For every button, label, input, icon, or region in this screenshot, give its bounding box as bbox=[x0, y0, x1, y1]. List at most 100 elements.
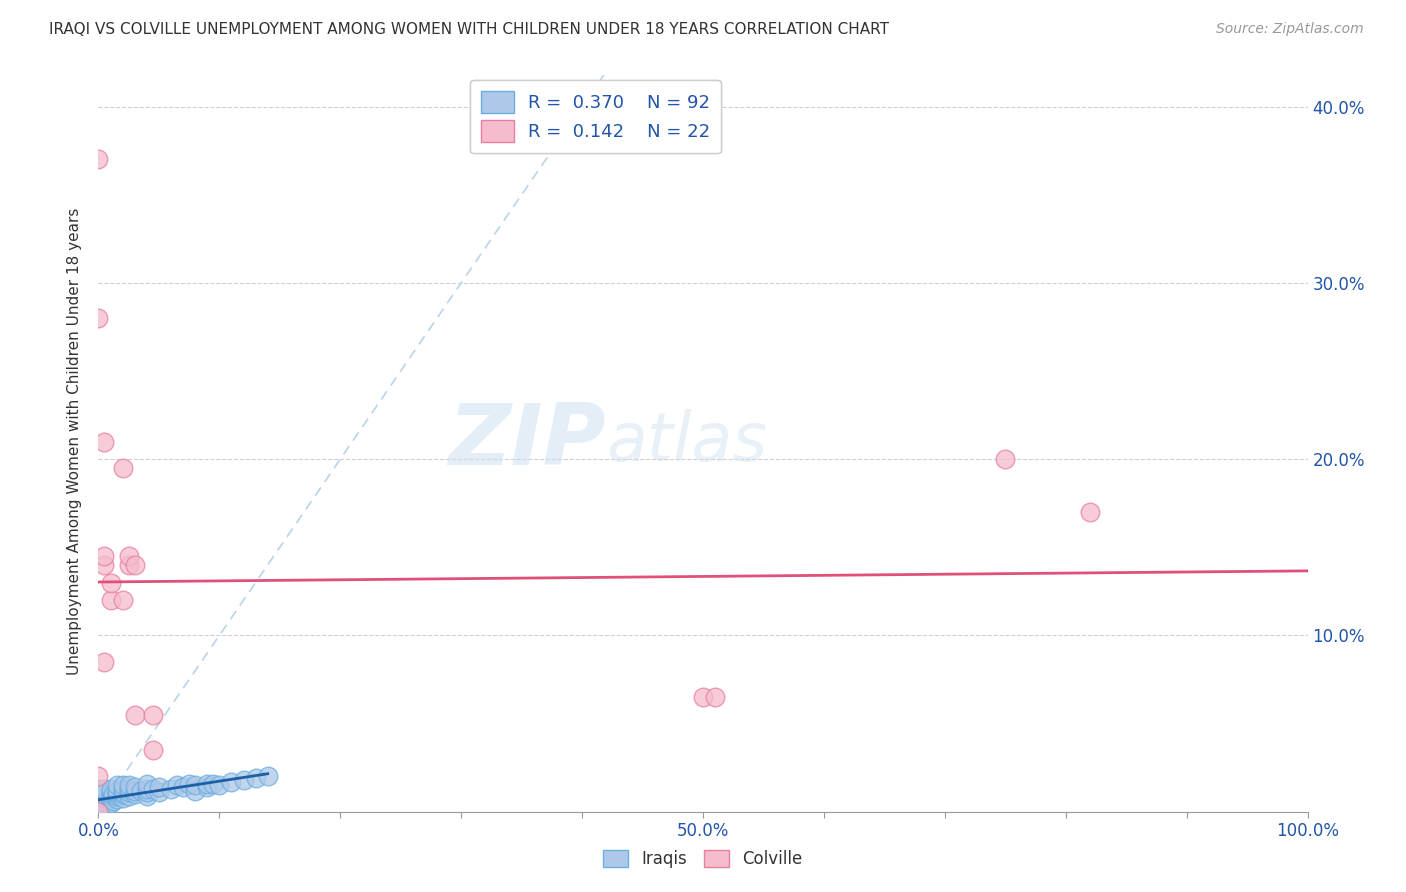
Point bbox=[87, 796, 110, 810]
Point bbox=[142, 743, 165, 757]
Point bbox=[87, 805, 110, 819]
Legend: Iraqis, Colville: Iraqis, Colville bbox=[596, 843, 810, 875]
Point bbox=[148, 785, 170, 799]
Point bbox=[87, 787, 110, 801]
Point bbox=[100, 792, 122, 806]
Point bbox=[100, 783, 122, 797]
Point bbox=[87, 805, 110, 819]
Y-axis label: Unemployment Among Women with Children Under 18 years: Unemployment Among Women with Children U… bbox=[67, 208, 83, 675]
Point bbox=[160, 781, 183, 796]
Point bbox=[172, 780, 194, 794]
Point bbox=[87, 796, 110, 810]
Point bbox=[87, 787, 110, 801]
Point bbox=[93, 796, 115, 810]
Text: atlas: atlas bbox=[606, 409, 768, 475]
Point bbox=[129, 783, 152, 797]
Legend: R =  0.370    N = 92, R =  0.142    N = 22: R = 0.370 N = 92, R = 0.142 N = 22 bbox=[470, 80, 721, 153]
Point bbox=[105, 792, 128, 806]
Point bbox=[93, 785, 115, 799]
Point bbox=[100, 796, 122, 810]
Text: Source: ZipAtlas.com: Source: ZipAtlas.com bbox=[1216, 22, 1364, 37]
Point bbox=[195, 780, 218, 794]
Point bbox=[142, 781, 165, 796]
Point bbox=[179, 776, 201, 790]
Point bbox=[111, 461, 134, 475]
Point bbox=[87, 805, 110, 819]
Point bbox=[124, 783, 146, 797]
Point bbox=[256, 769, 278, 783]
Point bbox=[87, 781, 110, 796]
Point bbox=[994, 452, 1017, 467]
Point bbox=[87, 805, 110, 819]
Point bbox=[87, 153, 110, 167]
Point bbox=[101, 787, 124, 801]
Point bbox=[87, 805, 110, 819]
Point bbox=[100, 790, 122, 805]
Point bbox=[87, 796, 110, 810]
Point bbox=[87, 792, 110, 806]
Point bbox=[87, 796, 110, 810]
Point bbox=[111, 781, 134, 796]
Point bbox=[87, 805, 110, 819]
Point bbox=[93, 781, 115, 796]
Point bbox=[93, 790, 115, 805]
Point bbox=[184, 778, 207, 792]
Point bbox=[704, 690, 727, 705]
Point bbox=[87, 790, 110, 805]
Point bbox=[93, 434, 115, 449]
Point bbox=[208, 778, 231, 792]
Point bbox=[105, 778, 128, 792]
Point bbox=[1078, 505, 1101, 519]
Point bbox=[118, 558, 141, 572]
Point bbox=[111, 787, 134, 801]
Point bbox=[87, 785, 110, 799]
Point bbox=[87, 805, 110, 819]
Point bbox=[87, 805, 110, 819]
Point bbox=[100, 787, 122, 801]
Point bbox=[124, 780, 146, 794]
Point bbox=[100, 781, 122, 796]
Point bbox=[87, 805, 110, 819]
Point bbox=[111, 785, 134, 799]
Point bbox=[118, 781, 141, 796]
Point bbox=[100, 787, 122, 801]
Point bbox=[87, 792, 110, 806]
Point bbox=[221, 774, 243, 789]
Point bbox=[124, 707, 146, 722]
Point bbox=[87, 789, 110, 803]
Point bbox=[202, 776, 225, 790]
Point bbox=[87, 805, 110, 819]
Point bbox=[135, 789, 157, 803]
Point bbox=[87, 785, 110, 799]
Point bbox=[118, 778, 141, 792]
Point bbox=[93, 805, 115, 819]
Point bbox=[105, 785, 128, 799]
Point bbox=[87, 789, 110, 803]
Point bbox=[142, 707, 165, 722]
Point bbox=[93, 549, 115, 563]
Point bbox=[135, 781, 157, 796]
Point bbox=[87, 789, 110, 803]
Point bbox=[105, 783, 128, 797]
Point bbox=[245, 771, 267, 785]
Point bbox=[87, 805, 110, 819]
Point bbox=[692, 690, 714, 705]
Point bbox=[87, 805, 110, 819]
Point bbox=[100, 593, 122, 607]
Point bbox=[87, 790, 110, 805]
Point bbox=[148, 780, 170, 794]
Point bbox=[124, 787, 146, 801]
Point bbox=[87, 796, 110, 810]
Point bbox=[105, 787, 128, 801]
Point bbox=[195, 776, 218, 790]
Point bbox=[111, 778, 134, 792]
Point bbox=[87, 769, 110, 783]
Point bbox=[87, 787, 110, 801]
Point bbox=[93, 655, 115, 669]
Point bbox=[166, 778, 188, 792]
Point bbox=[87, 790, 110, 805]
Point bbox=[100, 575, 122, 590]
Point bbox=[87, 311, 110, 326]
Point bbox=[101, 789, 124, 803]
Point bbox=[101, 794, 124, 808]
